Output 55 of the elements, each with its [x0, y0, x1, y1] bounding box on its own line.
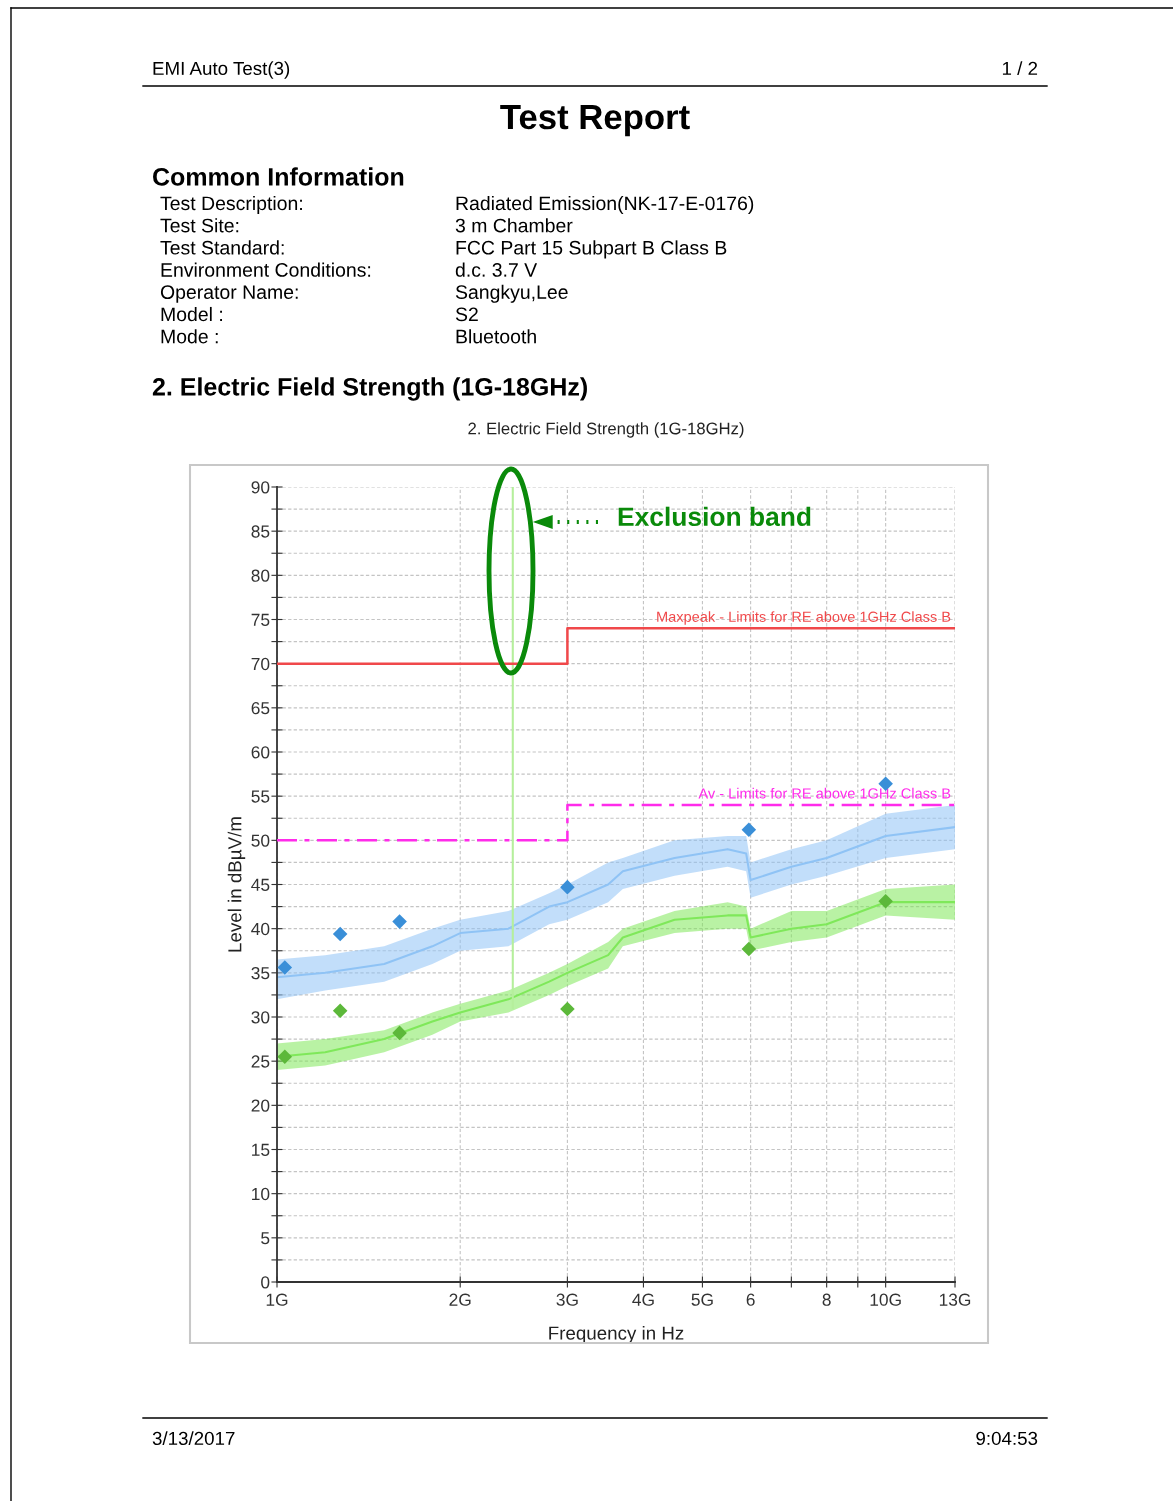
y-tick-label: 5	[261, 1232, 270, 1245]
text: Test Standard:	[160, 240, 284, 255]
y-tick-label: 60	[251, 746, 270, 759]
text: Radiated Emission(NK-17-E-0176)	[456, 195, 754, 215]
text: 1 / 2	[1002, 61, 1038, 76]
text: 2. Electric Field Strength (1G-18GHz)	[152, 377, 587, 401]
y-tick-label: 85	[251, 525, 270, 538]
y-tick-label: 75	[251, 613, 270, 626]
x-tick-label: 3G	[556, 1293, 578, 1306]
text: Common Information	[153, 167, 404, 186]
text: Test Site:	[160, 218, 239, 233]
y-tick-label: 65	[251, 702, 270, 715]
chart-title: 2. Electric Field Strength (1G-18GHz)	[468, 422, 744, 438]
y-tick-label: 25	[251, 1055, 270, 1068]
text: Mode :	[161, 329, 218, 344]
text: Test Report	[500, 105, 690, 137]
y-tick-label: 15	[252, 1143, 270, 1156]
series-label: Maxpeak - Limits for RE above 1GHz Class B	[657, 611, 951, 625]
y-tick-label: 45	[251, 878, 270, 891]
x-tick-label: 4G	[632, 1293, 654, 1306]
x-tick-label: 6	[746, 1293, 755, 1306]
text: d.c. 3.7 V	[455, 262, 538, 277]
x-tick-label: 1G	[266, 1293, 288, 1306]
x-axis-title: Frequency in Hz	[549, 1325, 684, 1344]
y-tick-label: 40	[251, 922, 270, 936]
text: S2	[455, 307, 478, 322]
y-axis-title: Level in dBµV/m	[227, 817, 246, 952]
y-tick-label: 10	[252, 1187, 270, 1201]
text: 9:04:53	[976, 1431, 1038, 1446]
text: Operator Name:	[160, 285, 298, 303]
y-tick-label: 30	[251, 1011, 270, 1024]
x-tick-label: 2G	[449, 1293, 471, 1306]
x-tick-label: 13G	[939, 1293, 971, 1306]
text: 3 m Chamber	[455, 218, 573, 233]
annotation: Exclusion band	[618, 506, 811, 527]
y-tick-label: 90	[251, 481, 270, 494]
text: Bluetooth	[456, 329, 536, 344]
text: Model :	[161, 306, 222, 322]
series-label: Av - Limits for RE above 1GHz Class B	[698, 787, 951, 799]
text: 3/13/2017	[152, 1431, 235, 1446]
x-tick-label: 5G	[691, 1293, 713, 1306]
y-tick-label: 55	[251, 790, 270, 803]
y-tick-label: 50	[251, 834, 270, 847]
x-tick-label: 10G	[870, 1293, 901, 1306]
text: FCC Part 15 Subpart B Class B	[456, 240, 727, 259]
text: EMI Auto Test(3)	[153, 61, 290, 79]
y-tick-label: 80	[251, 569, 270, 582]
y-tick-label: 20	[251, 1099, 270, 1112]
x-tick-label: 8	[822, 1293, 831, 1306]
y-tick-label: 70	[251, 657, 270, 671]
text: Sangkyu,Lee	[455, 284, 568, 303]
text: Test Description:	[160, 195, 302, 215]
y-tick-label: 35	[251, 967, 270, 980]
y-tick-label: 0	[261, 1276, 270, 1289]
text: Environment Conditions:	[161, 262, 371, 277]
